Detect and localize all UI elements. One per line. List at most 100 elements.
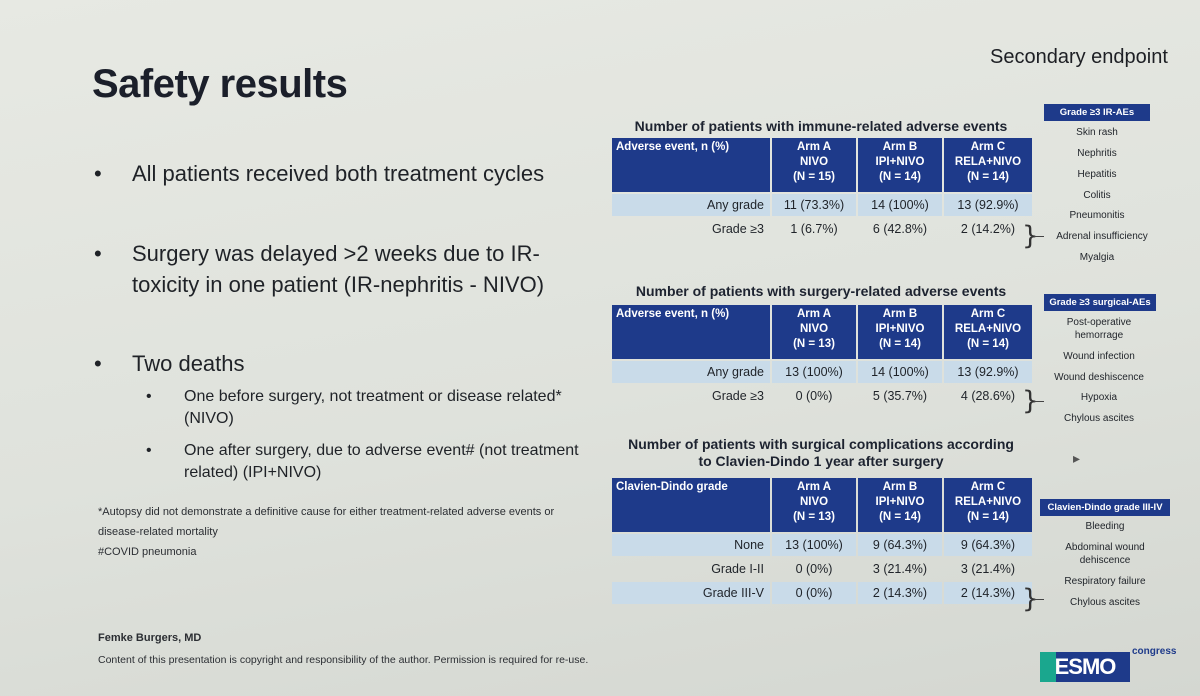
cell-value: 2 (14.3%) xyxy=(944,582,1032,604)
table-header-arm-b: Arm B IPI+NIVO (N = 14) xyxy=(858,138,942,192)
side-panel-item: Wound deshiscence xyxy=(1054,372,1144,383)
table-immune-related-ae: Adverse event, n (%) Arm A NIVO (N = 15) A… xyxy=(610,136,1034,242)
bullet-text: Surgery was delayed >2 weeks due to IR-t… xyxy=(132,241,545,297)
cell-value: 0 (0%) xyxy=(795,562,833,576)
table-row: None 13 (100%) 9 (64.3%) 9 (64.3%) xyxy=(612,534,1032,556)
cell-value: 6 (42.8%) xyxy=(872,222,928,236)
bullet-icon: • xyxy=(94,161,102,186)
author: Femke Burgers, MD xyxy=(98,632,202,644)
side-panel-head: Grade ≥3 IR-AEs xyxy=(1044,104,1150,121)
logo-accent xyxy=(1040,652,1056,682)
cell-value: 2 (14.2%) xyxy=(960,222,1016,236)
cell-value: 0 (0%) xyxy=(795,389,833,403)
side-panel-item: Chylous ascites xyxy=(1069,597,1141,608)
copyright-notice: Content of this presentation is copyrigh… xyxy=(98,654,589,666)
side-panel-item: Adrenal insufficiency xyxy=(1056,231,1148,242)
table-header-arm-c: Arm C RELA+NIVO (N = 14) xyxy=(944,138,1032,192)
side-panel-item: Bleeding xyxy=(1085,521,1125,532)
table-header-arm-a: Arm A NIVO (N = 13) xyxy=(772,478,856,532)
cell-value: 9 (64.3%) xyxy=(944,534,1032,556)
row-label: Grade III-V xyxy=(612,582,770,604)
table3-title-line2: to Clavien-Dindo 1 year after surgery xyxy=(698,453,944,469)
cell-value: 14 (100%) xyxy=(858,361,942,383)
table3-title-line1: Number of patients with surgical complic… xyxy=(628,436,1014,452)
bullet-icon: • xyxy=(94,351,102,376)
cell-value: 1 (6.7%) xyxy=(790,222,838,236)
cell-value: 13 (100%) xyxy=(772,361,856,383)
table-row: Grade ≥3 0 (0%) 5 (35.7%) 4 (28.6%) xyxy=(612,385,1032,407)
cell-value: 14 (100%) xyxy=(858,194,942,216)
cell-value: 13 (92.9%) xyxy=(944,361,1032,383)
table-header-cell: Adverse event, n (%) xyxy=(612,138,770,192)
table-surgery-related-ae: Adverse event, n (%) Arm A NIVO (N = 13) A… xyxy=(610,303,1034,409)
cell-value: 11 (73.3%) xyxy=(772,194,856,216)
table-header-arm-b: Arm B IPI+NIVO (N = 14) xyxy=(858,305,942,359)
side-panel-item: Hypoxia xyxy=(1080,392,1118,403)
table-header-arm-c: Arm C RELA+NIVO (N = 14) xyxy=(944,305,1032,359)
sub-bullet-icon: • xyxy=(146,442,152,459)
row-label: Any grade xyxy=(612,361,770,383)
table-row: Grade III-V 0 (0%) 2 (14.3%) 2 (14.3%) xyxy=(612,582,1032,604)
side-panel-item: Post-operative hemorrage xyxy=(1066,317,1132,341)
row-label: Grade ≥3 xyxy=(711,222,764,236)
bullet-text: Two deaths xyxy=(132,351,245,376)
cell-value: 3 (21.4%) xyxy=(872,562,928,576)
side-panel-item: Wound infection xyxy=(1063,351,1135,362)
cell-value: 4 (28.6%) xyxy=(960,389,1016,403)
side-panel-item: Colitis xyxy=(1083,190,1111,201)
sub-bullet-text: One before surgery, not treatment or dis… xyxy=(184,388,562,427)
table-header-arm-a: Arm A NIVO (N = 15) xyxy=(772,138,856,192)
secondary-endpoint-label: Secondary endpoint xyxy=(990,46,1168,68)
table2-title: Number of patients with surgery-related … xyxy=(635,283,1007,299)
connector-line xyxy=(1034,599,1044,600)
mouse-cursor-icon: ▸ xyxy=(1073,450,1081,466)
sub-bullet-icon: • xyxy=(146,388,152,405)
side-panel-head: Clavien-Dindo grade III-IV xyxy=(1040,499,1170,516)
row-label: Grade ≥3 xyxy=(711,389,764,403)
table-header-arm-a: Arm A NIVO (N = 13) xyxy=(772,305,856,359)
logo-congress-label: congress xyxy=(1132,646,1177,657)
connector-line xyxy=(1034,236,1044,237)
connector-line xyxy=(1034,401,1044,402)
footnotes: *Autopsy did not demonstrate a definitiv… xyxy=(98,502,578,562)
side-panel-head: Grade ≥3 surgical-AEs xyxy=(1044,294,1156,311)
table-header-row: Adverse event, n (%) Arm A NIVO (N = 15) A… xyxy=(612,138,1032,192)
side-panel-item: Respiratory failure xyxy=(1064,576,1146,587)
table-row: Any grade 11 (73.3%) 14 (100%) 13 (92.9%… xyxy=(612,194,1032,216)
cell-value: 13 (92.9%) xyxy=(944,194,1032,216)
brace-icon: } xyxy=(1022,221,1039,251)
table-header-row: Adverse event, n (%) Arm A NIVO (N = 13) A… xyxy=(612,305,1032,359)
side-panel-item: Myalgia xyxy=(1079,252,1115,263)
side-panel-item: Pneumonitis xyxy=(1069,210,1125,221)
bullet-text: All patients received both treatment cyc… xyxy=(132,161,545,186)
side-panel-item: Abdominal wound dehiscence xyxy=(1065,542,1145,566)
brace-icon: } xyxy=(1022,584,1039,614)
table-row: Any grade 13 (100%) 14 (100%) 13 (92.9%) xyxy=(612,361,1032,383)
side-panel-item: Hepatitis xyxy=(1077,169,1117,180)
sub-bullet-text: One after surgery, due to adverse event#… xyxy=(184,442,579,481)
table-clavien-dindo: Clavien-Dindo grade Arm A NIVO (N = 13) Ar… xyxy=(610,476,1034,606)
cell-value: 9 (64.3%) xyxy=(858,534,942,556)
row-label: Grade I-II xyxy=(711,562,764,576)
slide-title: Safety results xyxy=(92,62,348,106)
table1-title: Number of patients with immune-related a… xyxy=(634,118,1008,134)
footnote-autopsy: *Autopsy did not demonstrate a definitiv… xyxy=(98,506,555,538)
side-panel-item: Chylous ascites xyxy=(1063,413,1135,424)
table-row: Grade ≥3 1 (6.7%) 6 (42.8%) 2 (14.2%) xyxy=(612,218,1032,240)
row-label: None xyxy=(612,534,770,556)
row-label: Any grade xyxy=(612,194,770,216)
cell-value: 2 (14.3%) xyxy=(858,582,942,604)
bullet-icon: • xyxy=(94,241,102,266)
side-panel-item: Nephritis xyxy=(1077,148,1117,159)
table-header-cell: Clavien-Dindo grade xyxy=(612,478,770,532)
table-row: Grade I-II 0 (0%) 3 (21.4%) 3 (21.4%) xyxy=(612,558,1032,580)
footnote-covid: #COVID pneumonia xyxy=(98,546,197,558)
table-header-cell: Adverse event, n (%) xyxy=(612,305,770,359)
table-header-arm-c: Arm C RELA+NIVO (N = 14) xyxy=(944,478,1032,532)
table-header-row: Clavien-Dindo grade Arm A NIVO (N = 13) Ar… xyxy=(612,478,1032,532)
cell-value: 0 (0%) xyxy=(772,582,856,604)
brace-icon: } xyxy=(1022,386,1039,416)
table3-title: Number of patients with surgical complic… xyxy=(606,436,1036,470)
cell-value: 5 (35.7%) xyxy=(872,389,928,403)
